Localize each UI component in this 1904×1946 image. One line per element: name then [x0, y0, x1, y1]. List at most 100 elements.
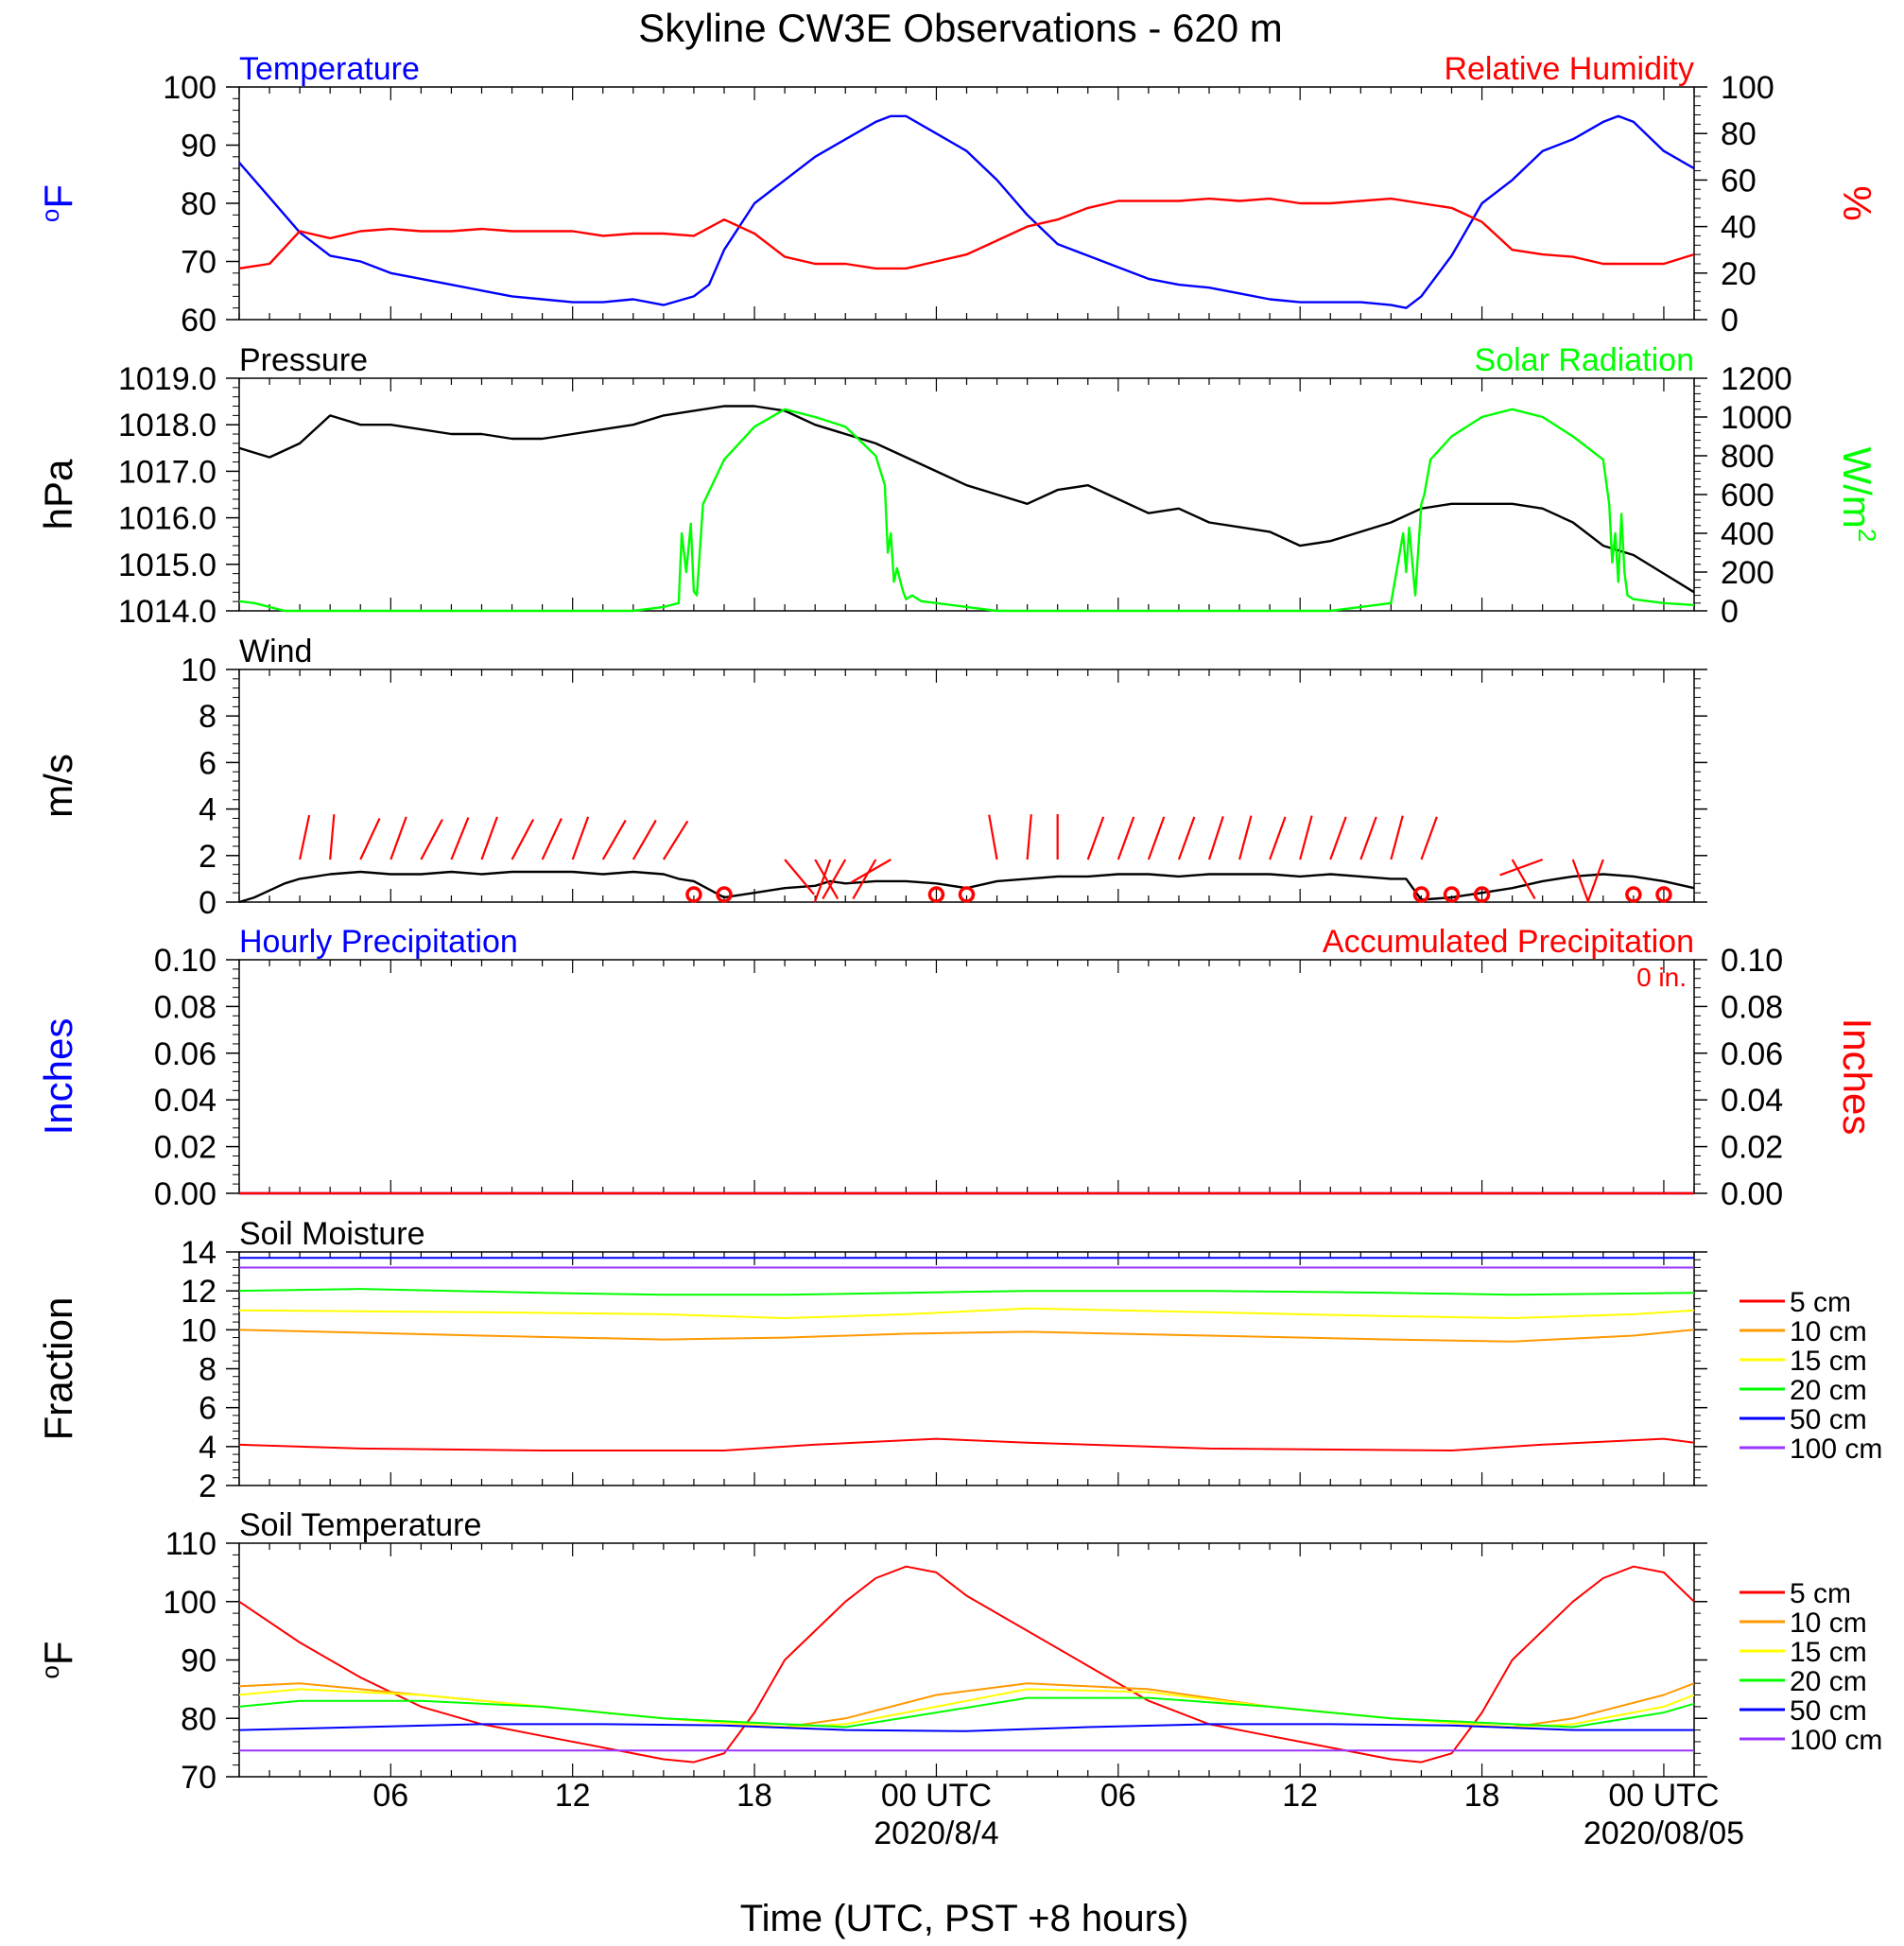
wind-barb [601, 819, 627, 860]
y-tick-label-right: 0.06 [1721, 1036, 1783, 1072]
wind-barb [1420, 816, 1438, 860]
wind-barb [1511, 859, 1536, 900]
x-tick-label: 00 UTC [881, 1778, 992, 1814]
wind-barb [632, 819, 657, 860]
wind-barb [541, 818, 563, 860]
x-tick-label: 06 [372, 1778, 408, 1814]
y-tick-label-left: 0.04 [154, 1083, 216, 1119]
x-axis-label: Time (UTC, PST +8 hours) [740, 1898, 1189, 1939]
y-axis-label-left: oF [36, 1641, 80, 1678]
y-tick-label-left: 70 [181, 1760, 216, 1796]
y-tick-label-left: 0 [199, 885, 216, 921]
series-line-20-cm [238, 1696, 1695, 1729]
y-tick-label-left: 70 [181, 245, 216, 281]
y-tick-label-left: 8 [199, 699, 216, 735]
panel-frame [238, 377, 1695, 612]
panel-title-right: Solar Radiation [1475, 342, 1694, 378]
y-tick-label-left: 6 [199, 745, 216, 781]
y-tick-label-left: 0.10 [154, 943, 216, 979]
wind-barb [1086, 816, 1105, 860]
series-line-temperature [238, 114, 1695, 309]
y-tick-label-left: 80 [181, 1701, 216, 1737]
legend-label: 5 cm [1790, 1287, 1851, 1318]
series-line-10-cm [238, 1329, 1695, 1343]
x-tick-label: 12 [1282, 1778, 1318, 1814]
legend-label: 100 cm [1790, 1725, 1882, 1756]
wind-barb [511, 819, 535, 860]
y-axis-label-left: oF [36, 184, 80, 222]
wind-barb [822, 859, 847, 900]
wind-barb [1207, 816, 1224, 860]
panel-temperature-humidity: 60 70 80 90 100 0 20 40 60 80 100 Temperature Relati… [36, 51, 1879, 339]
wind-barb [851, 859, 891, 883]
y-tick-label-left: 10 [181, 1312, 216, 1348]
y-tick-label-right: 200 [1721, 555, 1774, 591]
x-date-label: 2020/08/05 [1584, 1816, 1744, 1851]
y-tick-label-left: 1016.0 [118, 501, 216, 537]
y-tick-label-right: 1200 [1721, 361, 1792, 397]
legend-label: 50 cm [1790, 1695, 1867, 1727]
y-tick-label-right: 80 [1721, 116, 1757, 152]
legend-label: 100 cm [1790, 1433, 1882, 1465]
y-tick-label-left: 80 [181, 186, 216, 222]
y-tick-label-left: 90 [181, 1643, 216, 1679]
wind-barb [299, 814, 311, 860]
panel-pressure-solar: 1014.0 1015.0 1016.0 1017.0 1018.0 1019.0 0200… [36, 342, 1881, 630]
wind-barb [988, 814, 998, 860]
calm-wind-marker [1412, 886, 1430, 903]
x-tick-label: 18 [1464, 1778, 1500, 1814]
series-line-15-cm [238, 1307, 1695, 1319]
series-line-20-cm [238, 1288, 1695, 1296]
wind-barb [814, 859, 839, 900]
y-tick-label-left: 1018.0 [118, 408, 216, 443]
legend-label: 15 cm [1790, 1637, 1867, 1668]
y-tick-label-right: 20 [1721, 256, 1757, 292]
y-axis-label-left: Inches [36, 1018, 80, 1136]
y-tick-label-left: 1014.0 [118, 594, 216, 630]
panel-frame [238, 86, 1695, 321]
series-line-50-cm [238, 1723, 1694, 1732]
x-tick-label: 18 [736, 1778, 772, 1814]
panel-frame [238, 1542, 1695, 1778]
y-tick-label-left: 8 [199, 1352, 216, 1388]
y-tick-label-left: 0.06 [154, 1036, 216, 1072]
x-tick-label: 00 UTC [1608, 1778, 1719, 1814]
wind-barb [1147, 816, 1166, 860]
wind-barb [852, 859, 877, 900]
wind-barb [813, 859, 832, 903]
series-line-pressure [238, 405, 1695, 594]
wind-barb [1390, 815, 1404, 860]
y-tick-label-right: 0 [1721, 594, 1739, 630]
wind-barb [480, 816, 498, 860]
y-tick-label-left: 4 [199, 1430, 216, 1466]
y-tick-label-left: 110 [165, 1526, 216, 1562]
wind-barb [1299, 815, 1313, 860]
panel-frame [238, 669, 1695, 903]
wind-barb [1116, 816, 1135, 860]
legend-label: 10 cm [1790, 1607, 1867, 1639]
wind-barb [450, 817, 470, 860]
y-tick-label-right: 0.04 [1721, 1083, 1783, 1119]
legend-label: 15 cm [1790, 1346, 1867, 1377]
legend-label: 10 cm [1790, 1316, 1867, 1347]
y-axis-label-right: % [1835, 185, 1879, 220]
y-tick-label-right: 0.10 [1721, 943, 1783, 979]
calm-wind-marker [1655, 886, 1672, 903]
y-axis-label-left: hPa [36, 459, 80, 530]
y-tick-label-left: 0.02 [154, 1130, 216, 1166]
wind-barb [1238, 815, 1253, 860]
y-tick-label-right: 1000 [1721, 400, 1792, 436]
y-tick-label-left: 14 [181, 1235, 216, 1271]
series-line-5-cm [238, 1437, 1695, 1451]
panel-title-left: Wind [239, 634, 312, 669]
wind-barb [1269, 816, 1287, 860]
wind-barb [1571, 859, 1590, 903]
panel-wind: 0 2 4 6 8 10 Wind m/s [36, 634, 1707, 921]
x-tick-label: 12 [555, 1778, 591, 1814]
wind-barb [784, 859, 815, 895]
wind-barb [359, 818, 381, 860]
y-tick-label-right: 40 [1721, 210, 1757, 246]
